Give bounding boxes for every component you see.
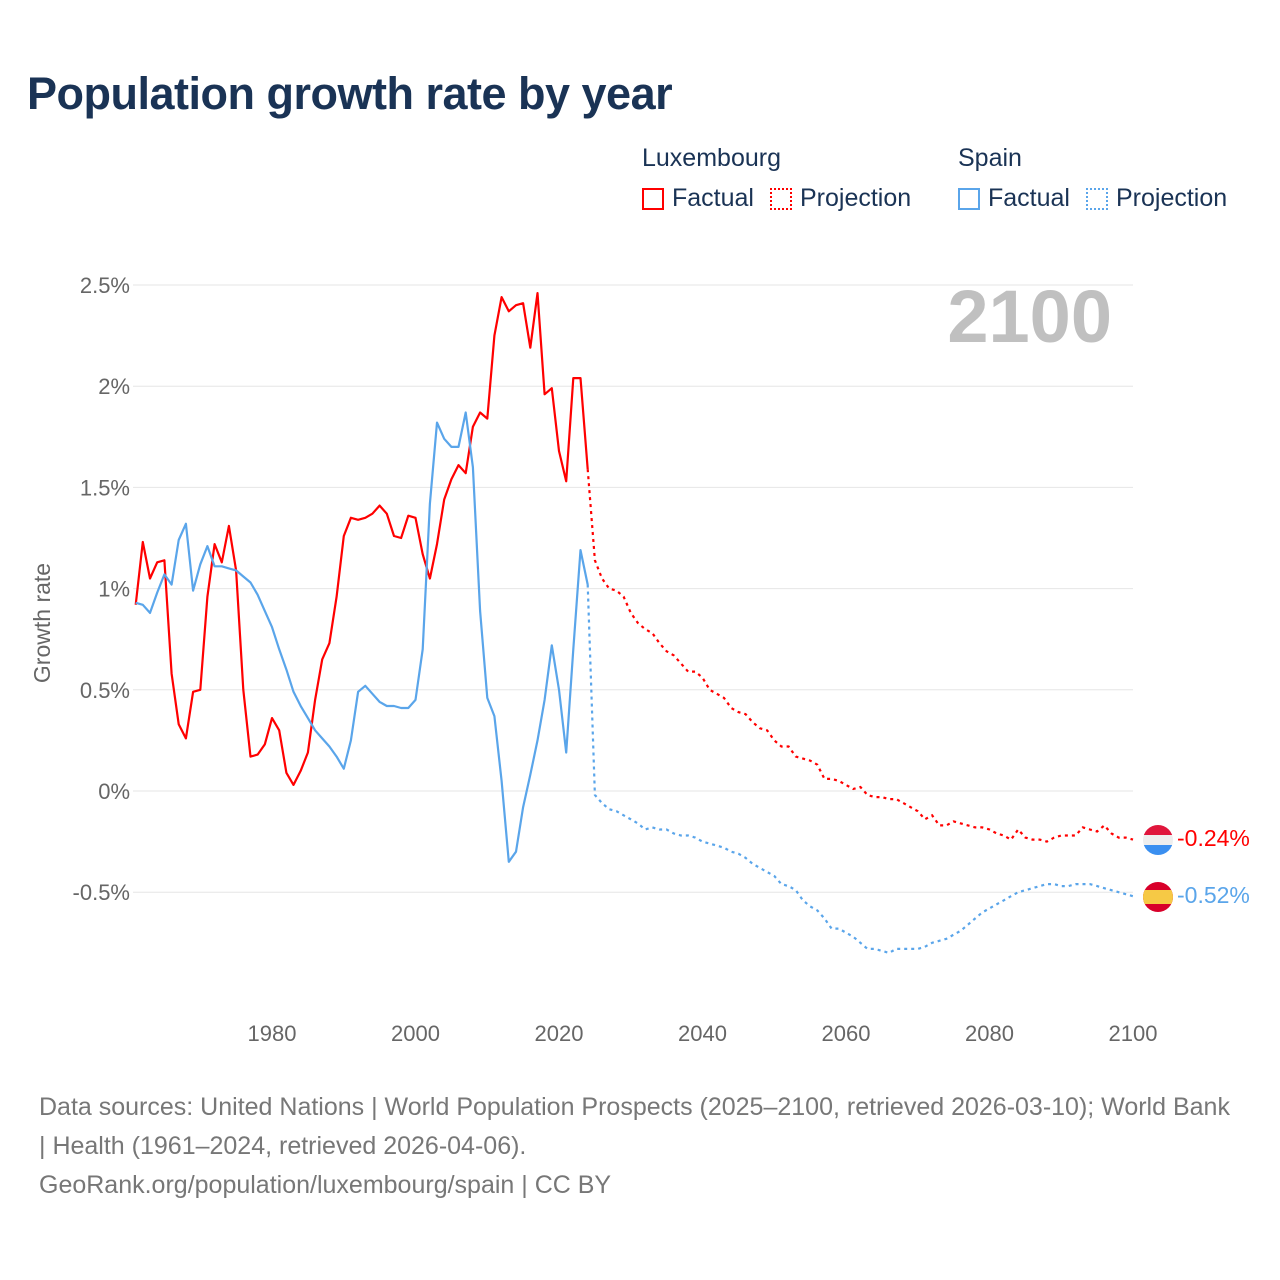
y-tick-label: 0.5% xyxy=(80,678,130,703)
y-axis-label: Growth rate xyxy=(29,563,55,683)
x-tick-label: 2060 xyxy=(822,1021,871,1046)
x-tick-label: 1980 xyxy=(248,1021,297,1046)
spain-end-label: -0.52% xyxy=(1177,882,1250,908)
y-tick-label: 2.5% xyxy=(80,273,130,298)
series-lines xyxy=(134,292,1134,955)
legend-luxembourg: Luxembourg Factual Projection xyxy=(642,144,911,212)
spain-factual-line xyxy=(135,411,589,863)
legend-label: Factual xyxy=(988,184,1070,212)
y-tick-label: 1% xyxy=(98,577,130,602)
gridlines xyxy=(133,284,1133,893)
legend-label: Projection xyxy=(1115,184,1228,212)
chart-title: Population growth rate by year xyxy=(27,68,673,119)
solid-swatch-icon xyxy=(958,187,980,210)
y-tick-label: 2% xyxy=(98,374,130,399)
x-tick-label: 2000 xyxy=(391,1021,440,1046)
x-tick-label: 2020 xyxy=(535,1021,584,1046)
footer: Data sources: United Nations | World Pop… xyxy=(39,1088,1239,1205)
y-axis-ticks: 2.5% 2% 1.5% 1% 0.5% 0% -0.5% xyxy=(73,273,130,905)
legend-luxembourg-projection[interactable]: Projection xyxy=(769,184,912,213)
legend-luxembourg-factual[interactable]: Factual xyxy=(642,184,754,213)
legend-label: Factual xyxy=(672,184,754,212)
y-tick-label: -0.5% xyxy=(73,880,130,905)
legend-group-label: Spain xyxy=(958,144,1022,172)
x-tick-label: 2100 xyxy=(1109,1021,1158,1046)
legend-spain-factual[interactable]: Factual xyxy=(958,184,1070,213)
legend-label: Projection xyxy=(799,184,912,212)
dotted-swatch-icon xyxy=(1085,187,1108,210)
spain-projection-line xyxy=(586,584,1134,955)
luxembourg-projection-line xyxy=(586,469,1134,843)
y-tick-label: 1.5% xyxy=(80,475,130,500)
source-link[interactable]: GeoRank.org/population/luxembourg/spain … xyxy=(39,1171,612,1199)
data-sources: Data sources: United Nations | World Pop… xyxy=(39,1093,1230,1160)
x-tick-label: 2040 xyxy=(678,1021,727,1046)
luxembourg-end-label: -0.24% xyxy=(1177,825,1250,851)
dotted-swatch-icon xyxy=(769,187,792,210)
legend-spain: Spain Factual Projection xyxy=(958,144,1227,212)
x-tick-label: 2080 xyxy=(965,1021,1014,1046)
solid-swatch-icon xyxy=(642,187,664,210)
x-axis-ticks: 1980 2000 2020 2040 2060 2080 2100 xyxy=(248,1021,1158,1046)
luxembourg-factual-line xyxy=(134,292,589,787)
year-display: 2100 xyxy=(947,275,1112,358)
legend-group-label: Luxembourg xyxy=(642,144,781,172)
spain-flag-icon xyxy=(1143,882,1173,912)
legend-spain-projection[interactable]: Projection xyxy=(1085,184,1228,213)
luxembourg-flag-icon xyxy=(1143,825,1173,855)
y-tick-label: 0% xyxy=(98,779,130,804)
